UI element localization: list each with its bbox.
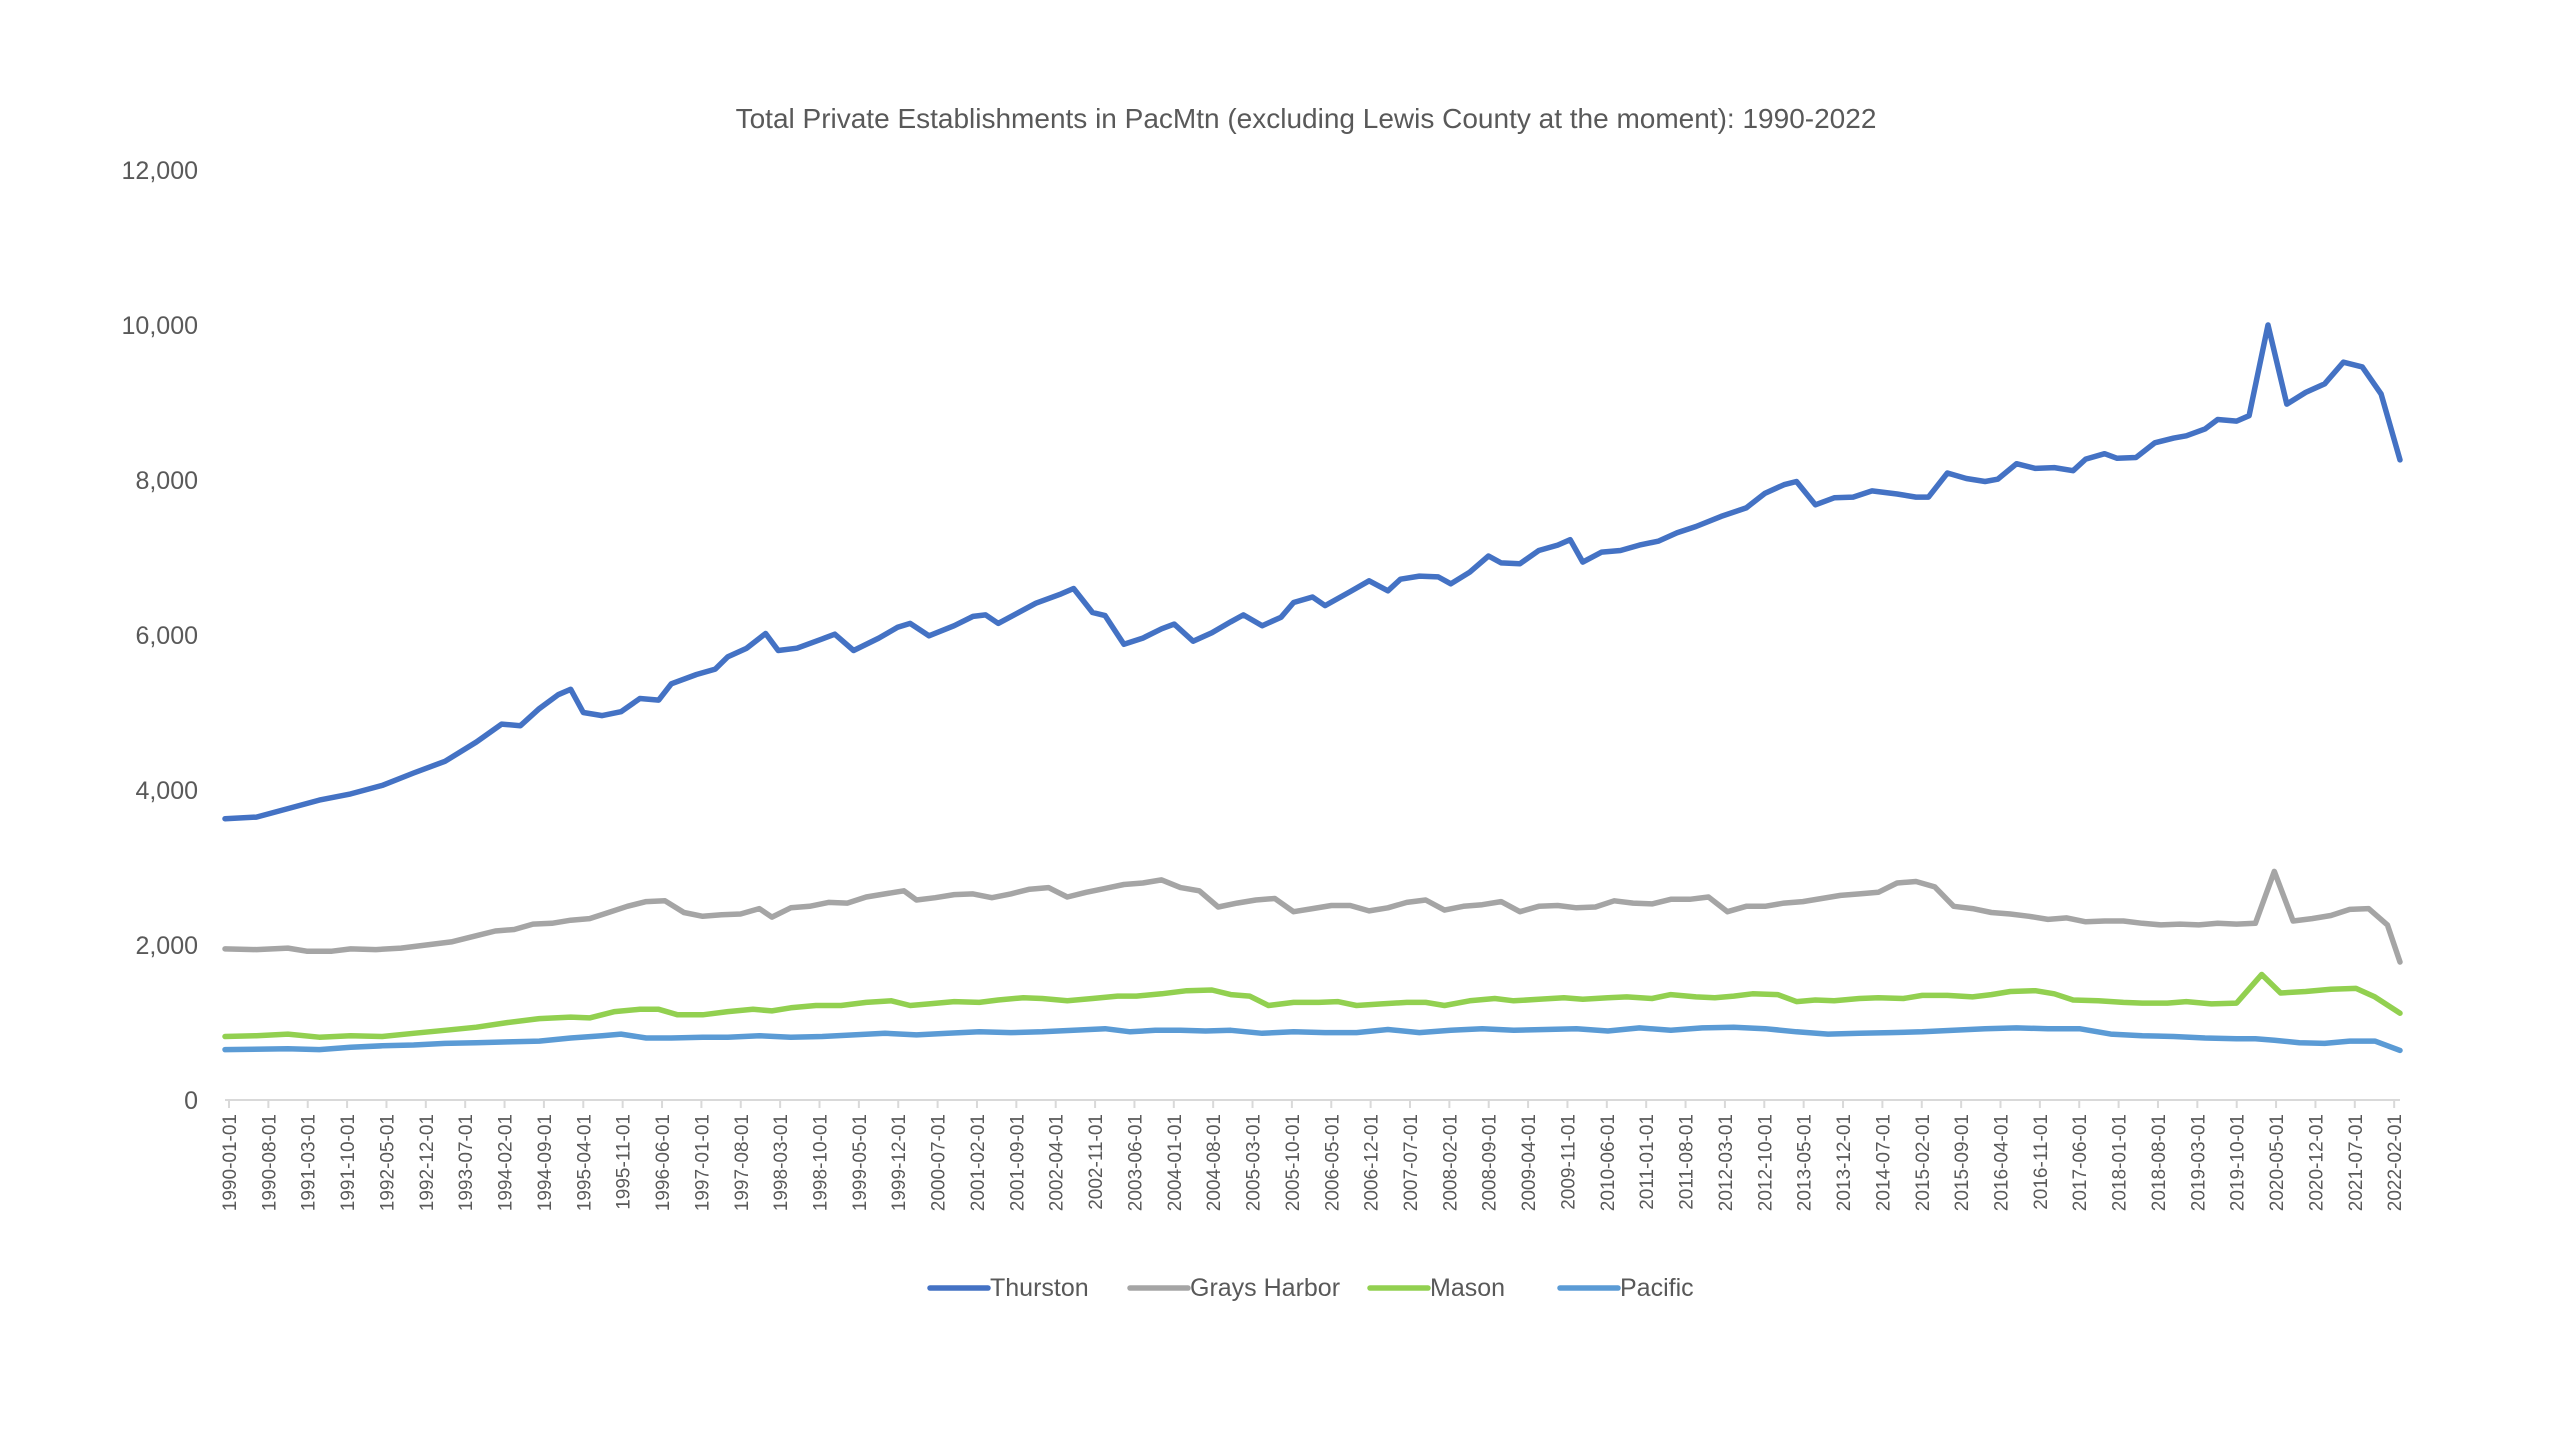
x-tick-label: 2008-09-01 bbox=[1480, 1114, 1501, 1211]
x-tick-label: 2011-01-01 bbox=[1637, 1114, 1658, 1210]
x-tick-label: 2016-11-01 bbox=[2031, 1114, 2052, 1210]
plot-area bbox=[222, 322, 2403, 1054]
x-tick-label: 1997-01-01 bbox=[692, 1114, 713, 1211]
x-tick-label: 2008-02-01 bbox=[1440, 1114, 1461, 1211]
x-tick-label: 1999-12-01 bbox=[889, 1114, 910, 1211]
x-tick-label: 1992-12-01 bbox=[417, 1114, 438, 1211]
legend-item-mason: Mason bbox=[1367, 1274, 1505, 1302]
x-tick-label: 2000-07-01 bbox=[929, 1114, 950, 1211]
series-line-thurston bbox=[222, 322, 2403, 822]
x-tick-label: 2020-12-01 bbox=[2306, 1114, 2327, 1211]
y-tick-label: 6,000 bbox=[135, 622, 198, 650]
x-tick-label: 1990-01-01 bbox=[220, 1114, 241, 1211]
x-tick-label: 2001-09-01 bbox=[1007, 1114, 1028, 1211]
x-tick-label: 2015-09-01 bbox=[1952, 1114, 1973, 1211]
x-tick-label: 2010-06-01 bbox=[1598, 1114, 1619, 1211]
x-tick-label: 1990-08-01 bbox=[259, 1114, 280, 1211]
x-tick-label: 2012-03-01 bbox=[1716, 1114, 1737, 1211]
x-tick-label: 2019-10-01 bbox=[2228, 1114, 2249, 1211]
legend-item-pacific: Pacific bbox=[1557, 1274, 1694, 1302]
x-tick-label: 2009-04-01 bbox=[1519, 1114, 1540, 1211]
x-tick-label: 1996-06-01 bbox=[653, 1114, 674, 1211]
x-tick-label: 1999-05-01 bbox=[850, 1114, 871, 1211]
x-tick-label: 2004-08-01 bbox=[1204, 1114, 1225, 1211]
y-tick-label: 8,000 bbox=[135, 467, 198, 495]
y-tick-label: 0 bbox=[184, 1087, 198, 1115]
x-tick-label: 2005-10-01 bbox=[1283, 1114, 1304, 1211]
series-line-mason bbox=[222, 971, 2403, 1040]
chart-title: Total Private Establishments in PacMtn (… bbox=[736, 103, 1877, 134]
x-tick-label: 1993-07-01 bbox=[456, 1114, 477, 1211]
x-tick-label: 2003-06-01 bbox=[1125, 1114, 1146, 1211]
x-tick-label: 1995-04-01 bbox=[574, 1114, 595, 1211]
x-axis: 1990-01-01 1990-08-01 1991-03-01 1991-10-01… bbox=[220, 1099, 2406, 1211]
y-axis: 0 2,000 4,000 6,000 8,000 10,000 12,000 bbox=[122, 157, 198, 1115]
x-tick-label: 1992-05-01 bbox=[377, 1114, 398, 1211]
x-tick-label: 2012-10-01 bbox=[1755, 1114, 1776, 1211]
x-tick-label: 2006-12-01 bbox=[1362, 1114, 1383, 1211]
legend: Thurston Grays Harbor Mason Pacific bbox=[927, 1274, 1694, 1302]
x-tick-label: 2017-06-01 bbox=[2070, 1114, 2091, 1211]
x-tick-label: 2001-02-01 bbox=[968, 1114, 989, 1211]
x-tick-label: 2007-07-01 bbox=[1401, 1114, 1422, 1211]
x-tick-label: 1995-11-01 bbox=[614, 1114, 635, 1210]
x-tick-label: 1991-03-01 bbox=[299, 1114, 320, 1211]
x-tick-label: 1994-02-01 bbox=[496, 1114, 517, 1211]
series-line-pacific bbox=[222, 1024, 2403, 1054]
x-tick-label: 2004-01-01 bbox=[1165, 1114, 1186, 1211]
x-tick-label: 2006-05-01 bbox=[1322, 1114, 1343, 1211]
x-tick-label: 2018-01-01 bbox=[2110, 1114, 2131, 1211]
y-tick-label: 10,000 bbox=[122, 312, 198, 340]
legend-label: Pacific bbox=[1620, 1274, 1694, 1302]
legend-label: Thurston bbox=[990, 1274, 1089, 1302]
legend-item-grays-harbor: Grays Harbor bbox=[1127, 1274, 1340, 1302]
x-tick-label: 2015-02-01 bbox=[1913, 1114, 1934, 1211]
x-tick-label: 2013-05-01 bbox=[1795, 1114, 1816, 1211]
legend-label: Mason bbox=[1430, 1274, 1505, 1302]
x-tick-label: 1994-09-01 bbox=[535, 1114, 556, 1211]
legend-item-thurston: Thurston bbox=[927, 1274, 1089, 1302]
series-line-grays-harbor bbox=[222, 868, 2403, 965]
x-tick-label: 2020-05-01 bbox=[2267, 1114, 2288, 1211]
x-tick-label: 2018-08-01 bbox=[2149, 1114, 2170, 1211]
x-tick-label: 1997-08-01 bbox=[732, 1114, 753, 1211]
x-tick-label: 2014-07-01 bbox=[1873, 1114, 1894, 1211]
y-tick-label: 2,000 bbox=[135, 932, 198, 960]
x-tick-label: 2013-12-01 bbox=[1834, 1114, 1855, 1211]
x-tick-label: 2021-07-01 bbox=[2346, 1114, 2367, 1211]
x-tick-label: 2016-04-01 bbox=[1991, 1114, 2012, 1211]
x-tick-label: 2011-08-01 bbox=[1677, 1114, 1698, 1210]
y-tick-label: 4,000 bbox=[135, 777, 198, 805]
x-tick-label: 2002-04-01 bbox=[1047, 1114, 1068, 1211]
y-tick-label: 12,000 bbox=[122, 157, 198, 185]
x-tick-label: 2009-11-01 bbox=[1558, 1114, 1579, 1210]
x-tick-label: 2022-02-01 bbox=[2385, 1114, 2406, 1211]
x-tick-label: 1998-10-01 bbox=[810, 1114, 831, 1211]
x-tick-label: 2019-03-01 bbox=[2188, 1114, 2209, 1211]
x-tick-label: 2005-03-01 bbox=[1244, 1114, 1265, 1211]
x-tick-label: 1991-10-01 bbox=[338, 1114, 359, 1211]
x-tick-label: 1998-03-01 bbox=[771, 1114, 792, 1211]
legend-label: Grays Harbor bbox=[1190, 1274, 1340, 1302]
x-tick-label: 2002-11-01 bbox=[1086, 1114, 1107, 1210]
